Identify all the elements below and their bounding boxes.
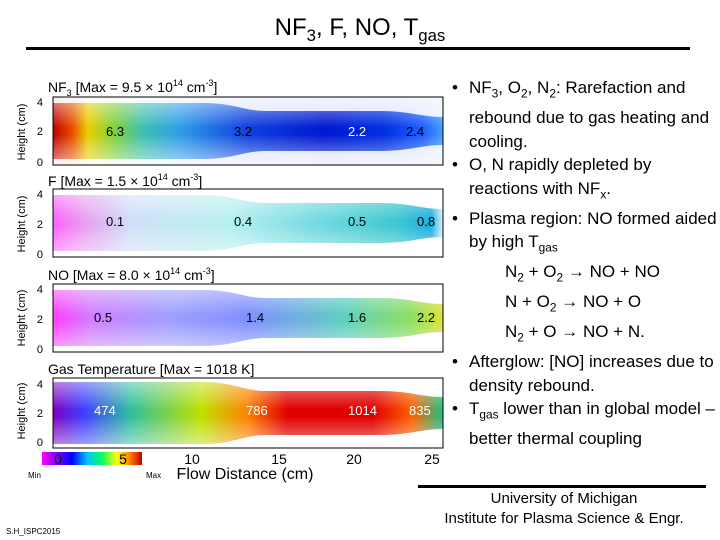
contour-value: 0.5 [348,214,366,229]
contour-value: 3.2 [234,124,252,139]
panel-tgas-plot [52,377,444,449]
contour-value: 0.8 [417,214,435,229]
contour-value: 6.3 [106,124,124,139]
footer-divider [418,485,706,488]
x-tick: 15 [271,451,287,467]
contour-value: 2.2 [348,124,366,139]
y-tick: 2 [37,408,43,420]
y-tick: 4 [37,284,43,296]
affiliation-line: Institute for Plasma Science & Engr. [444,510,684,527]
y-tick: 4 [37,97,43,109]
reaction-line: N2 + O2 → NO + NO [505,262,660,285]
contour-value: 0.5 [94,310,112,325]
bullet-plasma-region: Plasma region: NO formed aided by high T… [450,207,718,261]
colorbar-max-label: Max [146,471,161,480]
affiliation: University of Michigan Institute for Pla… [420,489,708,529]
y-axis-label: Height (cm) [16,383,28,440]
page-title: NF3, F, NO, Tgas [274,14,446,45]
y-tick: 2 [37,126,43,138]
y-tick: 2 [37,314,43,326]
bullet-rarefaction: NF3, O2, N2: Rarefaction and rebound due… [450,76,718,153]
colorbar [42,452,142,465]
x-tick: 5 [119,451,127,467]
y-tick: 0 [37,249,43,261]
panel-nf3-label: NF3 [Max = 9.5 × 1014 cm-3] [48,78,217,98]
y-axis-label: Height (cm) [16,104,28,161]
y-axis-label: Height (cm) [16,196,28,253]
contour-value: 0.4 [234,214,252,229]
x-tick: 25 [424,451,440,467]
panel-no-label: NO [Max = 8.0 × 1014 cm-3] [48,266,215,283]
colorbar-min-label: Min [28,471,41,480]
reaction-line: N + O2 → NO + O [505,292,642,315]
bullet-tgas: Tgas lower than in global model – better… [450,397,718,451]
contour-figure: Height (cm) Height (cm) Height (cm) Heig… [16,78,444,483]
contour-value: 1.6 [348,310,366,325]
y-tick: 4 [37,189,43,201]
y-tick: 0 [37,344,43,356]
contour-value: 1014 [348,403,377,418]
contour-value: 835 [409,403,431,418]
contour-value: 1.4 [246,310,264,325]
x-tick: 0 [54,451,62,467]
bullet-afterglow: Afterglow: [NO] increases due to density… [450,350,718,397]
panel-f-label: F [Max = 1.5 × 1014 cm-3] [48,172,202,189]
x-tick: 10 [184,451,200,467]
bullet-depletion: O, N rapidly depleted by reactions with … [450,153,718,207]
x-tick: 20 [346,451,362,467]
contour-value: 786 [246,403,268,418]
x-axis-label: Flow Distance (cm) [177,466,314,483]
panel-nf3-plot [52,96,444,166]
bullet-list: NF3, O2, N2: Rarefaction and rebound due… [450,76,718,451]
contour-value: 2.4 [406,124,424,139]
panel-no-plot [52,283,444,353]
y-tick: 2 [37,219,43,231]
panel-tgas-label: Gas Temperature [Max = 1018 K] [48,361,254,377]
y-tick: 4 [37,379,43,391]
slide-code: S.H_ISPC2015 [6,527,61,536]
reaction-line: N2 + O → NO + N. [505,322,645,345]
y-axis-label: Height (cm) [16,290,28,347]
contour-value: 474 [94,403,116,418]
contour-value: 0.1 [106,214,124,229]
affiliation-line: University of Michigan [490,490,638,507]
panel-f-plot [52,188,444,258]
y-tick: 0 [37,157,43,169]
contour-value: 2.2 [417,310,435,325]
y-tick: 0 [37,437,43,449]
title-divider [26,47,690,50]
